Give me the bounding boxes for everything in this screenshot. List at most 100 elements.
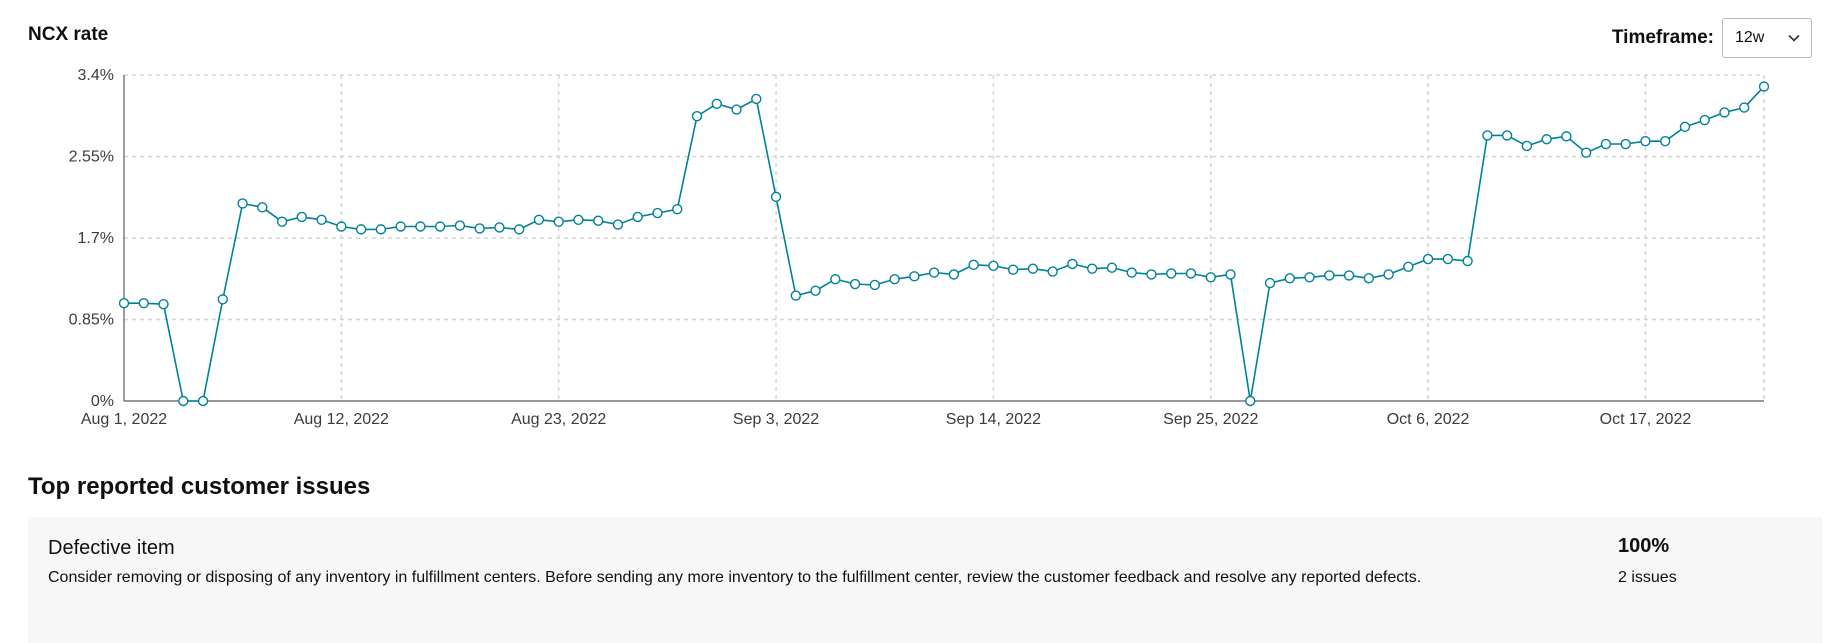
issue-percent: 100%: [1618, 535, 1670, 557]
data-point: [1580, 147, 1592, 158]
data-point: [1541, 134, 1552, 145]
data-point: [375, 224, 387, 235]
data-point: [1106, 262, 1118, 273]
data-point: [1343, 270, 1355, 281]
x-tick-label: Oct 6, 2022: [1387, 411, 1470, 428]
data-point: [1521, 140, 1533, 152]
chevron-down-icon: [1788, 34, 1800, 42]
data-point: [1482, 130, 1493, 141]
data-point: [1264, 277, 1276, 289]
data-point: [909, 271, 920, 282]
data-point: [1245, 395, 1256, 407]
data-point: [1146, 269, 1157, 280]
issue-count: 2 issues: [1618, 569, 1677, 586]
data-point: [1007, 264, 1019, 275]
data-point: [731, 104, 742, 115]
data-point: [257, 202, 268, 213]
issue-card: Defective item Consider removing or disp…: [28, 517, 1822, 643]
data-point: [178, 395, 189, 407]
data-point: [217, 294, 228, 305]
data-point: [1758, 81, 1770, 92]
data-point: [1660, 135, 1671, 147]
data-point: [355, 224, 367, 235]
issues-section-title: Top reported customer issues: [28, 473, 371, 500]
data-point: [830, 274, 841, 285]
data-point: [1403, 261, 1414, 272]
data-point: [1205, 272, 1216, 283]
data-point: [1600, 138, 1612, 150]
timeframe-label: Timeframe:: [1611, 27, 1714, 48]
data-point: [810, 285, 821, 296]
data-point: [1739, 102, 1750, 113]
data-point: [573, 214, 584, 225]
y-tick-label: 0.85%: [69, 312, 114, 329]
data-point: [237, 198, 248, 209]
data-point: [770, 191, 782, 202]
x-tick-label: Aug 23, 2022: [511, 411, 606, 428]
data-point: [968, 259, 979, 271]
data-point: [1719, 107, 1730, 118]
y-tick-label: 3.4%: [78, 67, 114, 84]
x-tick-label: Sep 3, 2022: [733, 411, 819, 428]
data-point: [1324, 270, 1335, 281]
data-point: [513, 224, 525, 235]
data-point: [1501, 130, 1513, 141]
data-point: [276, 216, 288, 227]
data-point: [118, 297, 130, 309]
data-point: [474, 223, 485, 234]
timeframe-control: Timeframe: 12w: [1612, 18, 1812, 58]
timeframe-select[interactable]: 12w: [1722, 18, 1812, 58]
data-point: [553, 216, 564, 227]
data-point: [197, 395, 209, 407]
data-point: [1699, 114, 1710, 126]
data-point: [138, 297, 149, 309]
issue-description: Consider removing or disposing of any in…: [48, 569, 1422, 586]
data-point: [336, 221, 347, 232]
data-point: [533, 214, 545, 225]
y-tick-label: 0%: [91, 393, 114, 410]
data-point: [751, 93, 762, 105]
data-point: [632, 211, 643, 223]
data-point: [869, 279, 881, 291]
data-point: [1225, 269, 1236, 280]
ncx-rate-line-chart: 0% 0.85% 1.7% 2.55% 3.4% Aug 1, 2022 Aug 12, 2…: [69, 67, 1770, 428]
data-point: [948, 269, 960, 280]
data-point: [415, 221, 426, 232]
data-point: [1561, 131, 1572, 142]
data-point: [1086, 263, 1098, 274]
data-point: [1383, 269, 1394, 280]
x-tick-label: Oct 17, 2022: [1600, 411, 1692, 428]
data-point: [395, 221, 406, 232]
data-point: [1185, 268, 1197, 279]
x-tick-label: Aug 12, 2022: [294, 411, 389, 428]
y-tick-label: 2.55%: [69, 149, 114, 166]
x-tick-label: Sep 25, 2022: [1163, 411, 1258, 428]
data-point: [158, 298, 169, 310]
data-point: [296, 211, 308, 223]
data-point: [1363, 273, 1375, 284]
data-point: [849, 278, 861, 290]
issue-name: Defective item: [48, 537, 175, 559]
y-tick-label: 1.7%: [78, 230, 114, 247]
data-point: [691, 111, 703, 122]
data-point: [1027, 263, 1039, 274]
data-point: [1304, 272, 1315, 283]
data-point: [1422, 253, 1434, 265]
data-point: [612, 219, 624, 230]
data-point: [1442, 253, 1454, 265]
data-point: [672, 204, 683, 215]
series-line: [124, 85, 1765, 402]
chart-title: NCX rate: [28, 24, 109, 45]
data-point: [1462, 255, 1473, 267]
data-point: [316, 214, 327, 225]
data-point: [434, 221, 446, 232]
data-point: [711, 98, 722, 109]
data-point: [1640, 135, 1651, 147]
data-point: [1284, 273, 1295, 284]
data-point: [988, 260, 999, 272]
timeframe-value: 12w: [1735, 29, 1765, 46]
data-point: [593, 215, 604, 226]
data-point: [1679, 121, 1691, 132]
data-point: [790, 290, 802, 301]
x-tick-label: Sep 14, 2022: [946, 411, 1041, 428]
